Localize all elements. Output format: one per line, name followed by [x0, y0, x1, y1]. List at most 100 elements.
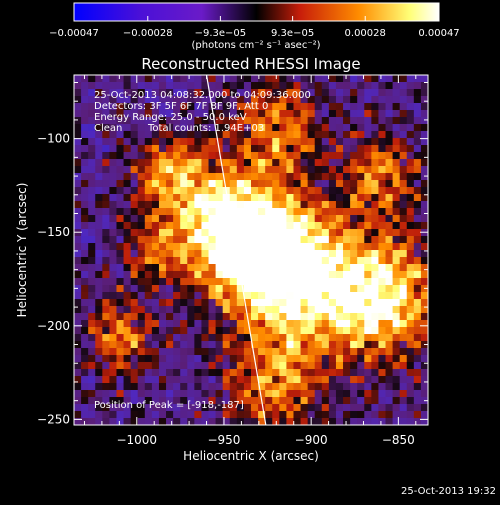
heatmap-cell: [208, 327, 217, 335]
heatmap-cell: [194, 411, 203, 419]
heatmap-cell: [201, 75, 210, 83]
heatmap-cell: [378, 257, 387, 265]
heatmap-cell: [413, 355, 422, 363]
heatmap-cell: [385, 75, 394, 83]
heatmap-cell: [286, 369, 295, 377]
heatmap-cell: [180, 369, 188, 377]
heatmap-cell: [123, 327, 132, 335]
heatmap-cell: [265, 404, 273, 412]
heatmap-cell: [385, 236, 394, 244]
heatmap-cell: [102, 208, 110, 216]
heatmap-cell: [328, 292, 337, 300]
heatmap-cell: [74, 96, 82, 104]
heatmap-cell: [194, 180, 203, 188]
heatmap-cell: [74, 201, 82, 209]
heatmap-cell: [343, 124, 351, 132]
heatmap-cell: [350, 82, 358, 90]
heatmap-cell: [307, 173, 316, 181]
heatmap-cell: [392, 341, 401, 349]
heatmap-cell: [166, 369, 174, 377]
heatmap-cell: [166, 215, 174, 223]
heatmap-cell: [116, 397, 125, 405]
heatmap-cell: [173, 306, 181, 314]
heatmap-cell: [371, 292, 380, 300]
heatmap-cell: [293, 320, 302, 328]
heatmap-cell: [180, 257, 188, 265]
heatmap-cell: [166, 320, 174, 328]
heatmap-cell: [406, 327, 415, 335]
heatmap-cell: [201, 306, 210, 314]
heatmap-cell: [222, 411, 231, 419]
heatmap-cell: [406, 278, 415, 286]
heatmap-cell: [272, 103, 280, 111]
heatmap-cell: [201, 271, 210, 279]
heatmap-cell: [229, 320, 238, 328]
heatmap-cell: [180, 187, 188, 195]
heatmap-cell: [258, 145, 266, 153]
heatmap-cell: [187, 89, 195, 97]
heatmap-cell: [109, 208, 118, 216]
heatmap-cell: [180, 341, 188, 349]
heatmap-cell: [130, 411, 139, 419]
heatmap-cell: [144, 383, 153, 391]
heatmap-cell: [328, 180, 337, 188]
heatmap-cell: [123, 138, 132, 146]
heatmap-cell: [215, 103, 224, 111]
heatmap-cell: [74, 173, 82, 181]
heatmap-cell: [258, 215, 266, 223]
heatmap-cell: [321, 131, 330, 139]
heatmap-cell: [144, 404, 153, 412]
heatmap-cell: [321, 320, 330, 328]
heatmap-cell: [194, 124, 203, 132]
heatmap-cell: [144, 418, 153, 425]
heatmap-cell: [243, 173, 252, 181]
heatmap-cell: [314, 180, 323, 188]
heatmap-cell: [392, 404, 401, 412]
heatmap-cell: [314, 75, 323, 83]
heatmap-cell: [357, 82, 365, 90]
heatmap-cell: [251, 390, 259, 398]
heatmap-cell: [187, 194, 195, 202]
heatmap-cell: [265, 180, 273, 188]
heatmap-cell: [314, 397, 323, 405]
heatmap-cell: [328, 96, 337, 104]
heatmap-cell: [343, 327, 351, 335]
heatmap-cell: [243, 320, 252, 328]
heatmap-cell: [81, 397, 89, 405]
heatmap-cell: [151, 222, 160, 230]
heatmap-cell: [251, 208, 259, 216]
heatmap-cell: [258, 75, 266, 83]
heatmap-cell: [406, 355, 415, 363]
heatmap-cell: [406, 390, 415, 398]
heatmap-cell: [251, 362, 259, 370]
heatmap-cell: [236, 362, 245, 370]
heatmap-cell: [102, 82, 110, 90]
heatmap-cell: [399, 215, 408, 223]
heatmap-cell: [286, 117, 295, 125]
heatmap-cell: [314, 215, 323, 223]
heatmap-cell: [194, 257, 203, 265]
heatmap-cell: [350, 138, 358, 146]
heatmap-cell: [413, 264, 422, 272]
heatmap-cell: [158, 306, 167, 314]
heatmap-cell: [350, 159, 358, 167]
heatmap-cell: [123, 306, 132, 314]
heatmap-cell: [300, 271, 309, 279]
heatmap-cell: [88, 166, 96, 174]
heatmap-cell: [385, 187, 394, 195]
heatmap-cell: [222, 236, 231, 244]
heatmap-cell: [251, 159, 259, 167]
heatmap-cell: [243, 271, 252, 279]
heatmap-cell: [413, 418, 422, 425]
heatmap-cell: [95, 243, 103, 251]
heatmap-cell: [364, 376, 372, 384]
heatmap-cell: [88, 355, 96, 363]
heatmap-cell: [420, 250, 428, 258]
heatmap-cell: [102, 278, 110, 286]
heatmap-cell: [109, 362, 118, 370]
heatmap-cell: [314, 292, 323, 300]
heatmap-cell: [151, 348, 160, 356]
heatmap-cell: [123, 222, 132, 230]
heatmap-cell: [201, 264, 210, 272]
heatmap-cell: [328, 397, 337, 405]
